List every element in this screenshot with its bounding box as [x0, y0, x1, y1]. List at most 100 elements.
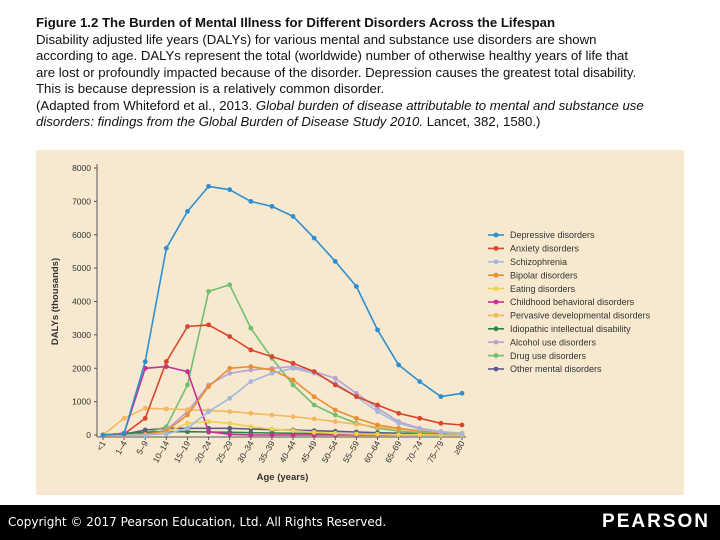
- caption-line-4: This is because depression is a relative…: [36, 81, 385, 96]
- legend-swatch-dot: [493, 286, 499, 291]
- data-point: [248, 432, 254, 438]
- series-line: [102, 185, 463, 436]
- data-point: [269, 370, 275, 376]
- data-point: [248, 347, 254, 353]
- data-point: [163, 359, 169, 364]
- data-point: [100, 432, 106, 438]
- data-point: [248, 367, 254, 373]
- data-point: [185, 425, 190, 431]
- data-point: [332, 412, 338, 418]
- series-line: [102, 324, 463, 436]
- data-point: [121, 415, 127, 421]
- caption-line-3: are lost or profoundly impacted because …: [36, 64, 637, 80]
- figure-title: Figure 1.2 The Burden of Mental Illness …: [36, 15, 556, 30]
- data-point: [248, 364, 254, 369]
- data-point: [269, 354, 275, 359]
- data-point: [248, 325, 254, 331]
- legend-swatch-dot: [493, 326, 499, 332]
- data-point: [206, 183, 211, 189]
- y-tick-label: 2000: [72, 363, 91, 373]
- data-point: [459, 422, 465, 428]
- legend-swatch-dot: [493, 299, 499, 305]
- legend-label: Depressive disorders: [510, 230, 595, 240]
- data-point: [332, 407, 338, 413]
- caption-line-5: (Adapted from Whiteford et al., 2013. Gl…: [36, 98, 696, 115]
- data-point: [227, 425, 233, 431]
- x-tick-label: 45–49: [298, 439, 319, 465]
- x-tick-label: 75–79: [425, 439, 446, 465]
- data-point: [438, 420, 444, 426]
- legend-swatch-dot: [493, 259, 499, 265]
- data-point: [354, 284, 359, 289]
- series-line: [103, 420, 462, 436]
- data-point: [311, 416, 317, 422]
- x-tick-label: 10–14: [151, 439, 172, 465]
- copyright-notice: Copyright © 2017 Pearson Education, Ltd.…: [8, 515, 387, 529]
- data-point: [438, 429, 444, 435]
- data-point: [290, 432, 296, 438]
- legend-label: Idiopathic intellectual disability: [510, 324, 631, 334]
- legend-label: Drug use disorders: [510, 351, 587, 361]
- data-point: [311, 369, 317, 374]
- data-point: [206, 409, 211, 415]
- x-tick-label: 20–24: [193, 439, 214, 465]
- x-tick-label: 60–64: [362, 439, 383, 465]
- data-point: [417, 432, 423, 438]
- data-point: [227, 282, 233, 288]
- data-point: [332, 259, 338, 264]
- caption-line-1: Disability adjusted life years (DALYs) f…: [36, 31, 597, 47]
- data-point: [459, 390, 465, 396]
- data-point: [206, 384, 211, 390]
- data-point: [311, 235, 317, 241]
- data-point: [248, 424, 254, 430]
- data-point: [290, 414, 296, 420]
- citation-title-part-1: Global burden of disease attributable to…: [255, 97, 644, 113]
- data-point: [163, 424, 169, 430]
- data-point: [227, 395, 233, 401]
- data-point: [163, 245, 169, 251]
- x-tick-label: 5–9: [134, 439, 150, 457]
- legend-swatch-dot: [493, 366, 499, 372]
- data-point: [375, 431, 380, 437]
- data-point: [269, 203, 275, 209]
- data-point: [227, 187, 233, 193]
- legend-label: Alcohol use disorders: [510, 337, 597, 347]
- data-point: [290, 428, 296, 434]
- data-point: [354, 421, 359, 427]
- x-tick-label: 35–39: [256, 439, 277, 465]
- series-line: [103, 365, 463, 436]
- series-line: [103, 367, 463, 436]
- data-point: [142, 359, 148, 364]
- data-point: [311, 394, 317, 400]
- caption-line-2: according to age. DALYs represent the to…: [36, 48, 629, 63]
- data-point: [227, 409, 233, 415]
- data-point: [185, 407, 190, 413]
- legend-swatch-dot: [493, 313, 499, 318]
- legend-swatch-dot: [493, 353, 499, 358]
- pearson-logo: PEARSON: [602, 511, 710, 532]
- y-tick-label: 1000: [72, 397, 91, 407]
- data-point: [227, 420, 233, 426]
- data-point: [248, 379, 254, 384]
- data-point: [163, 406, 169, 412]
- data-point: [354, 394, 359, 400]
- data-point: [438, 394, 444, 400]
- footer-bar: Copyright © 2017 Pearson Education, Ltd.…: [0, 505, 720, 540]
- data-point: [269, 412, 275, 418]
- data-point: [142, 432, 148, 438]
- data-point: [332, 375, 338, 381]
- y-tick-label: 0: [86, 430, 91, 440]
- legend-label: Anxiety disorders: [510, 244, 580, 254]
- data-point: [290, 377, 296, 383]
- legend-swatch-dot: [493, 232, 499, 238]
- series-line: [103, 365, 463, 436]
- data-point: [332, 419, 338, 425]
- y-tick-label: 8000: [72, 163, 91, 173]
- x-tick-label: 70–74: [404, 439, 425, 465]
- data-point: [206, 419, 211, 425]
- data-point: [121, 430, 127, 436]
- legend-label: Other mental disorders: [510, 364, 602, 374]
- legend-swatch-dot: [493, 246, 499, 251]
- data-point: [459, 431, 465, 437]
- data-point: [269, 367, 275, 373]
